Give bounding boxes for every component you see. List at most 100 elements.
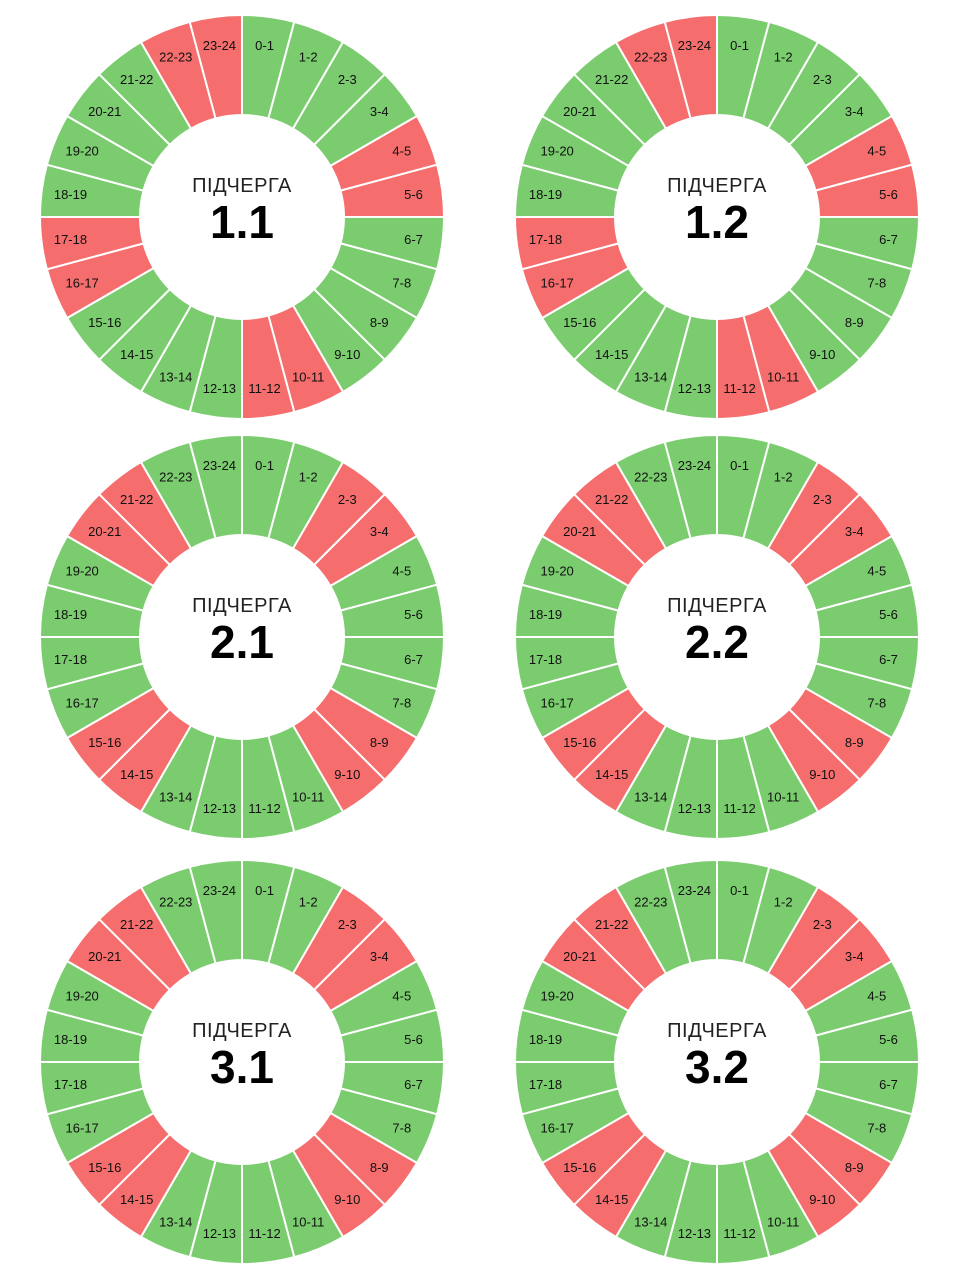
hour-label: 18-19 — [54, 1032, 87, 1047]
queue-label: ПІДЧЕРГА 3.1 — [142, 1020, 342, 1091]
hour-label: 13-14 — [159, 1214, 192, 1229]
hour-label: 23-24 — [678, 458, 711, 473]
queue-label: ПІДЧЕРГА 2.1 — [142, 595, 342, 666]
hour-label: 14-15 — [595, 1192, 628, 1207]
hour-label: 3-4 — [845, 524, 864, 539]
hour-label: 2-3 — [338, 917, 357, 932]
hour-label: 20-21 — [88, 949, 121, 964]
hour-label: 0-1 — [255, 38, 274, 53]
hour-label: 12-13 — [678, 381, 711, 396]
hour-label: 11-12 — [248, 381, 280, 396]
hour-label: 5-6 — [879, 187, 898, 202]
hour-label: 6-7 — [404, 1077, 423, 1092]
hour-label: 3-4 — [845, 104, 864, 119]
hour-label: 3-4 — [370, 524, 389, 539]
hour-label: 17-18 — [529, 232, 562, 247]
hour-label: 12-13 — [678, 801, 711, 816]
queue-heading: ПІДЧЕРГА — [667, 595, 767, 617]
hour-label: 4-5 — [392, 563, 411, 578]
hour-label: 23-24 — [203, 38, 236, 53]
hour-label: 16-17 — [66, 696, 99, 711]
hour-label: 9-10 — [334, 347, 360, 362]
hour-label: 22-23 — [159, 470, 192, 485]
hour-label: 22-23 — [159, 50, 192, 65]
hour-label: 9-10 — [809, 347, 835, 362]
hour-label: 1-2 — [774, 895, 793, 910]
queue-heading: ПІДЧЕРГА — [192, 595, 292, 617]
hour-label: 10-11 — [767, 369, 799, 384]
hour-label: 4-5 — [867, 143, 886, 158]
hour-label: 7-8 — [867, 1121, 886, 1136]
hour-label: 16-17 — [66, 1121, 99, 1136]
hour-label: 6-7 — [879, 232, 898, 247]
hour-label: 6-7 — [404, 232, 423, 247]
queue-label: ПІДЧЕРГА 3.2 — [617, 1020, 817, 1091]
hour-label: 11-12 — [723, 1226, 755, 1241]
hour-label: 7-8 — [392, 276, 411, 291]
hour-label: 19-20 — [66, 563, 99, 578]
hour-label: 1-2 — [774, 470, 793, 485]
hour-label: 19-20 — [66, 988, 99, 1003]
hour-label: 11-12 — [248, 801, 280, 816]
hour-label: 16-17 — [541, 276, 574, 291]
hour-label: 10-11 — [292, 789, 324, 804]
hour-label: 2-3 — [813, 492, 832, 507]
hour-label: 9-10 — [334, 767, 360, 782]
hour-segment-on — [663, 858, 718, 965]
hour-label: 21-22 — [595, 492, 628, 507]
hour-label: 8-9 — [370, 735, 389, 750]
hour-label: 16-17 — [541, 696, 574, 711]
hour-label: 15-16 — [563, 315, 596, 330]
hour-label: 12-13 — [203, 801, 236, 816]
hour-label: 19-20 — [541, 563, 574, 578]
hour-label: 19-20 — [541, 143, 574, 158]
queue-label: ПІДЧЕРГА 1.1 — [142, 175, 342, 246]
hour-label: 18-19 — [54, 187, 87, 202]
hour-label: 0-1 — [255, 458, 274, 473]
hour-label: 1-2 — [299, 895, 318, 910]
hour-label: 21-22 — [595, 917, 628, 932]
hour-label: 20-21 — [88, 524, 121, 539]
hour-label: 22-23 — [634, 895, 667, 910]
hour-label: 12-13 — [678, 1226, 711, 1241]
queue-heading: ПІДЧЕРГА — [667, 1020, 767, 1042]
hour-label: 14-15 — [120, 767, 153, 782]
hour-label: 18-19 — [529, 607, 562, 622]
hour-label: 13-14 — [634, 789, 667, 804]
hour-label: 14-15 — [595, 767, 628, 782]
hour-label: 15-16 — [563, 1160, 596, 1175]
hour-label: 1-2 — [299, 50, 318, 65]
hour-label: 2-3 — [813, 917, 832, 932]
queue-label: ПІДЧЕРГА 2.2 — [617, 595, 817, 666]
hour-label: 7-8 — [867, 276, 886, 291]
hour-label: 16-17 — [66, 276, 99, 291]
hour-label: 4-5 — [867, 988, 886, 1003]
hour-label: 19-20 — [541, 988, 574, 1003]
hour-label: 1-2 — [774, 50, 793, 65]
hour-label: 16-17 — [541, 1121, 574, 1136]
hour-label: 8-9 — [845, 315, 864, 330]
hour-label: 11-12 — [248, 1226, 280, 1241]
hour-label: 4-5 — [392, 988, 411, 1003]
hour-label: 14-15 — [120, 1192, 153, 1207]
queue-number: 3.1 — [210, 1041, 274, 1093]
queue-heading: ПІДЧЕРГА — [192, 1020, 292, 1042]
hour-segment-on — [188, 433, 243, 540]
hour-label: 18-19 — [529, 1032, 562, 1047]
hour-label: 20-21 — [88, 104, 121, 119]
hour-label: 20-21 — [563, 524, 596, 539]
hour-label: 21-22 — [120, 917, 153, 932]
hour-label: 10-11 — [292, 1214, 324, 1229]
hour-label: 21-22 — [595, 72, 628, 87]
hour-label: 22-23 — [634, 470, 667, 485]
hour-label: 14-15 — [120, 347, 153, 362]
hour-label: 20-21 — [563, 949, 596, 964]
hour-label: 5-6 — [879, 1032, 898, 1047]
hour-label: 2-3 — [338, 492, 357, 507]
hour-label: 23-24 — [203, 458, 236, 473]
hour-label: 13-14 — [634, 369, 667, 384]
hour-label: 15-16 — [88, 315, 121, 330]
hour-label: 6-7 — [879, 1077, 898, 1092]
